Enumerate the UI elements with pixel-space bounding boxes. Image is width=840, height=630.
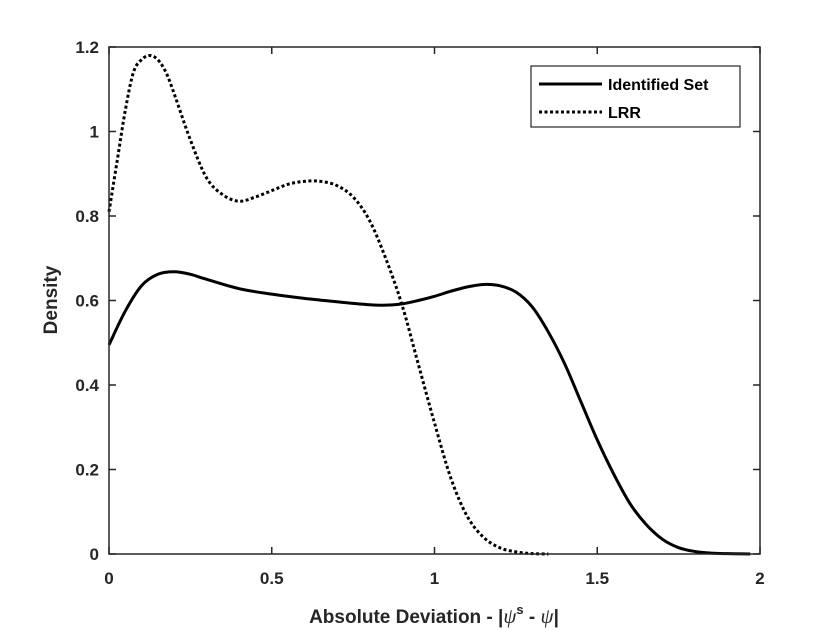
legend-label-lrr: LRR <box>608 105 641 122</box>
x-tick-label: 0.5 <box>260 569 284 588</box>
y-tick-label: 0.6 <box>75 292 99 311</box>
series-line-lrr <box>107 53 549 556</box>
legend-box <box>530 65 741 128</box>
x-axis-label-minus: - <box>524 607 541 628</box>
y-tick-label: 0.4 <box>75 376 99 395</box>
axes-box <box>108 46 761 555</box>
x-tick-label: 1 <box>430 569 439 588</box>
y-tick-label: 0.2 <box>75 461 99 480</box>
y-tick-label: 1 <box>90 123 99 142</box>
y-tick-label: 1.2 <box>75 38 99 57</box>
series-line-identified-set <box>107 270 751 556</box>
x-axis-label-superscript: s <box>516 602 523 617</box>
series-layer <box>107 53 751 556</box>
y-axis-label: Density <box>41 265 62 334</box>
legend: Identified Set LRR <box>530 65 741 128</box>
y-tick-label: 0 <box>90 545 99 564</box>
x-tick-label: 0 <box>104 569 113 588</box>
x-tick-label: 2 <box>755 569 764 588</box>
x-axis-label-suffix: | <box>554 607 559 628</box>
x-axis-label-psi: ψ <box>503 604 517 628</box>
x-axis-label-psi-2: ψ <box>541 604 555 628</box>
x-axis-label: Absolute Deviation - |ψs - ψ| <box>309 602 559 628</box>
y-tick-label: 0.8 <box>75 207 99 226</box>
legend-label-identified-set: Identified Set <box>608 77 709 94</box>
x-tick-label: 1.5 <box>585 569 609 588</box>
plot-area <box>109 47 760 554</box>
x-axis-label-prefix: Absolute Deviation - | <box>309 607 503 628</box>
